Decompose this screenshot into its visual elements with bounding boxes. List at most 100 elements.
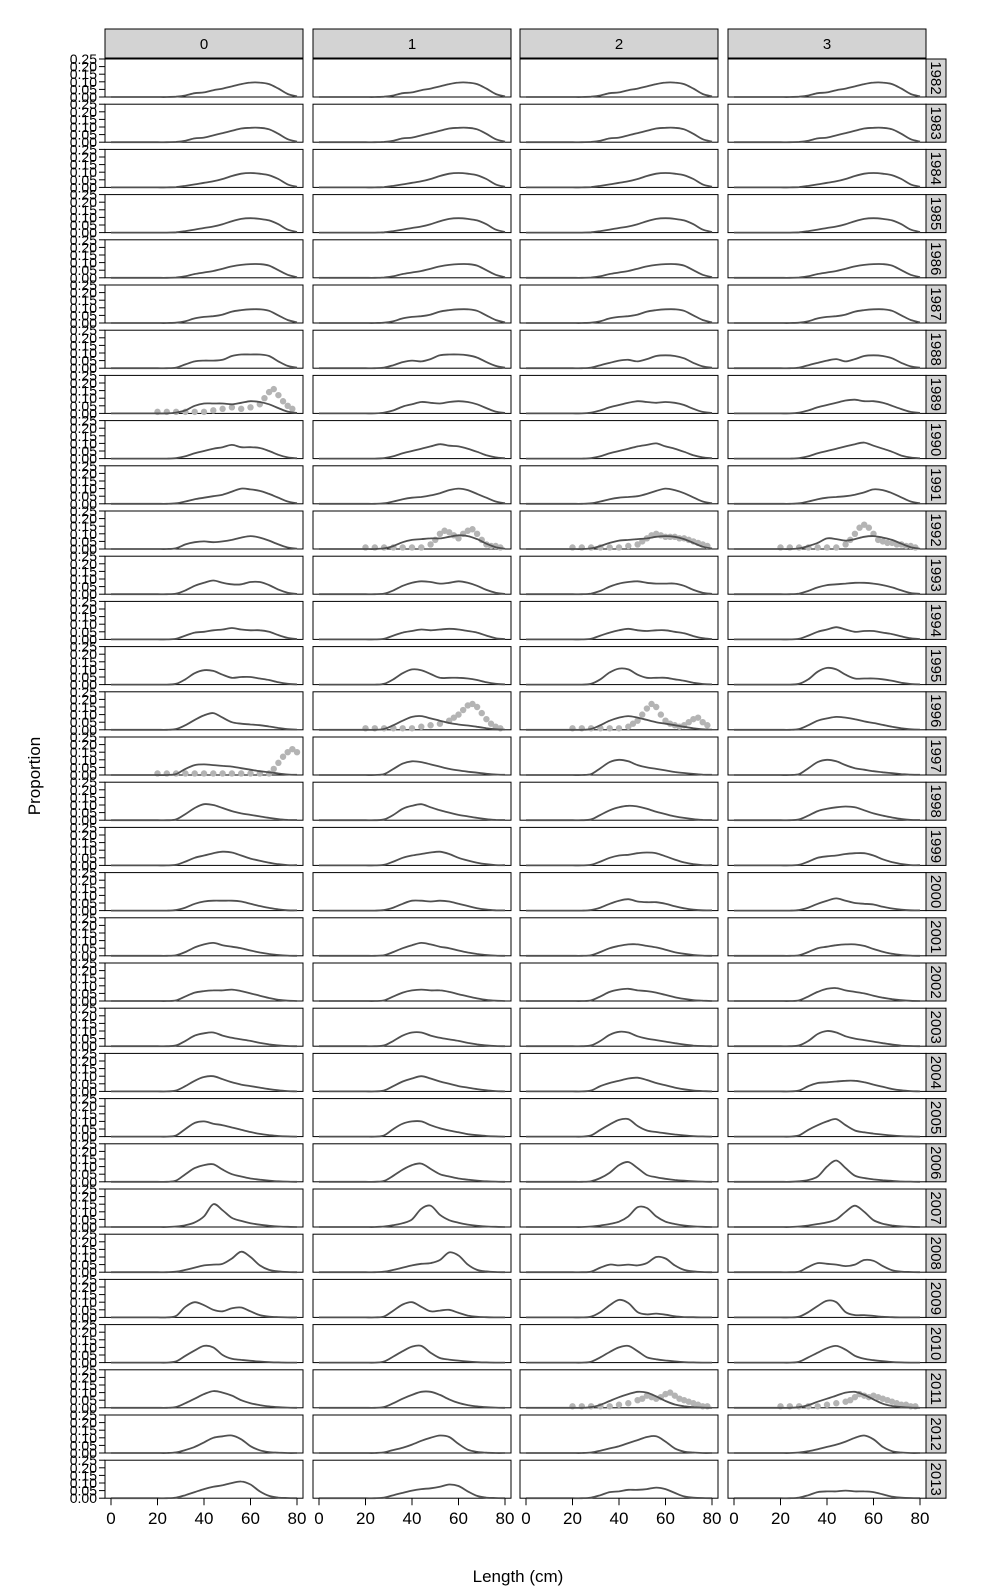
predicted-line	[734, 1118, 921, 1138]
panel-2000-3	[727, 872, 927, 912]
panel-1983-0	[104, 103, 304, 144]
panel-frame	[104, 872, 304, 912]
panel-frame	[727, 58, 927, 98]
predicted-line	[734, 1434, 921, 1454]
panel-frame	[312, 646, 512, 686]
observed-point	[847, 1397, 854, 1404]
predicted-line	[319, 534, 506, 550]
y-tick-label: 0.10	[70, 1023, 97, 1039]
predicted-line	[111, 1120, 298, 1138]
y-tick-label: 0.05	[70, 759, 97, 775]
observed-point	[653, 703, 660, 711]
panel-frame	[312, 58, 512, 98]
column-strip-layer: 0 1 2 3	[104, 28, 927, 59]
y-tick-label: 0.25	[70, 774, 97, 790]
predicted-line	[734, 758, 921, 776]
predicted-line	[734, 441, 921, 460]
panel-1995-1	[312, 646, 512, 686]
panel-frame	[519, 510, 719, 550]
panel-1994-3	[727, 600, 927, 641]
x-tick-label: 60	[864, 1509, 883, 1528]
predicted-line	[111, 1075, 298, 1093]
y-tick-label: 0.00	[70, 179, 97, 195]
predicted-line	[526, 535, 713, 550]
predicted-line	[734, 535, 921, 550]
panel-frame	[312, 917, 512, 957]
panel-1993-3	[727, 555, 927, 596]
panel-frame	[312, 736, 512, 776]
predicted-line	[111, 172, 298, 189]
predicted-line	[526, 898, 713, 912]
y-tick-label: 0.15	[70, 880, 97, 896]
panel-frame	[727, 1233, 927, 1273]
column-strip-label: 0	[200, 36, 208, 53]
y-tick-label: 0.10	[70, 978, 97, 994]
panel-frame	[104, 1324, 304, 1364]
panel-frame	[727, 148, 927, 188]
predicted-line	[733, 1030, 921, 1048]
predicted-line	[110, 126, 298, 144]
y-tick-label: 0.25	[70, 96, 97, 112]
panel-1997-2	[519, 736, 719, 776]
y-tick-label: 0.25	[70, 955, 97, 971]
y-tick-label: 0.10	[70, 1339, 97, 1355]
panel-1991-0	[104, 465, 304, 505]
y-tick-label: 0.10	[70, 797, 97, 813]
panel-1982-3	[727, 58, 927, 98]
predicted-line	[319, 172, 506, 189]
panel-1988-0	[104, 329, 304, 370]
y-tick-label: 0.00	[70, 1174, 97, 1190]
predicted-line	[734, 805, 921, 822]
predicted-line	[110, 81, 298, 98]
observed-point	[427, 722, 434, 729]
panel-2007-0	[104, 1188, 304, 1228]
panel-frame	[519, 962, 719, 1002]
panel-frame	[519, 194, 719, 234]
y-tick-label: 0.25	[70, 1045, 97, 1061]
observed-point	[247, 770, 254, 777]
panel-2012-0	[104, 1414, 304, 1454]
y-tick-label: 0.10	[70, 1385, 97, 1401]
panel-1987-3	[727, 284, 927, 324]
panel-frame	[519, 239, 719, 279]
panel-frame	[312, 103, 512, 143]
y-tick-label: 0.00	[70, 857, 97, 873]
row-strip-label: 1990	[927, 423, 944, 456]
panel-frame	[519, 1324, 719, 1364]
observed-point	[648, 700, 655, 708]
panel-1989-0	[104, 374, 304, 416]
panel-frame	[104, 239, 304, 279]
y-tick-label: 0.20	[70, 737, 97, 753]
panel-1990-2	[519, 420, 719, 460]
panel-2003-0	[104, 1007, 304, 1048]
row-strip-label: 1994	[927, 604, 944, 637]
predicted-line	[525, 715, 713, 731]
y-tick-label: 0.20	[70, 375, 97, 391]
y-tick-label: 0.10	[70, 571, 97, 587]
predicted-line	[318, 1390, 506, 1409]
observed-point	[200, 408, 208, 416]
panel-1984-1	[312, 148, 512, 189]
observed-point	[851, 530, 859, 537]
y-tick-label: 0.20	[70, 1234, 97, 1250]
y-tick-label: 0.00	[70, 993, 97, 1009]
predicted-line	[110, 850, 298, 867]
panel-2000-0	[104, 872, 304, 912]
row-strip-label: 1995	[927, 649, 944, 682]
observed-point	[639, 711, 646, 718]
y-tick-label: 0.15	[70, 1196, 97, 1212]
y-tick-label: 0.10	[70, 933, 97, 949]
observed-point	[856, 524, 863, 531]
column-strip-label: 2	[615, 36, 623, 53]
predicted-line	[318, 627, 506, 641]
y-tick-label: 0.15	[70, 925, 97, 941]
x-tick-label: 80	[703, 1509, 722, 1528]
y-tick-label: 0.10	[70, 255, 97, 271]
y-tick-label: 0.05	[70, 398, 97, 414]
y-tick-label: 0.25	[70, 1181, 97, 1197]
predicted-line	[319, 988, 506, 1002]
y-tick-label: 0.10	[70, 209, 97, 225]
y-tick-label: 0.25	[70, 1317, 97, 1333]
y-tick-label: 0.05	[70, 1121, 97, 1137]
observed-point	[182, 770, 189, 777]
